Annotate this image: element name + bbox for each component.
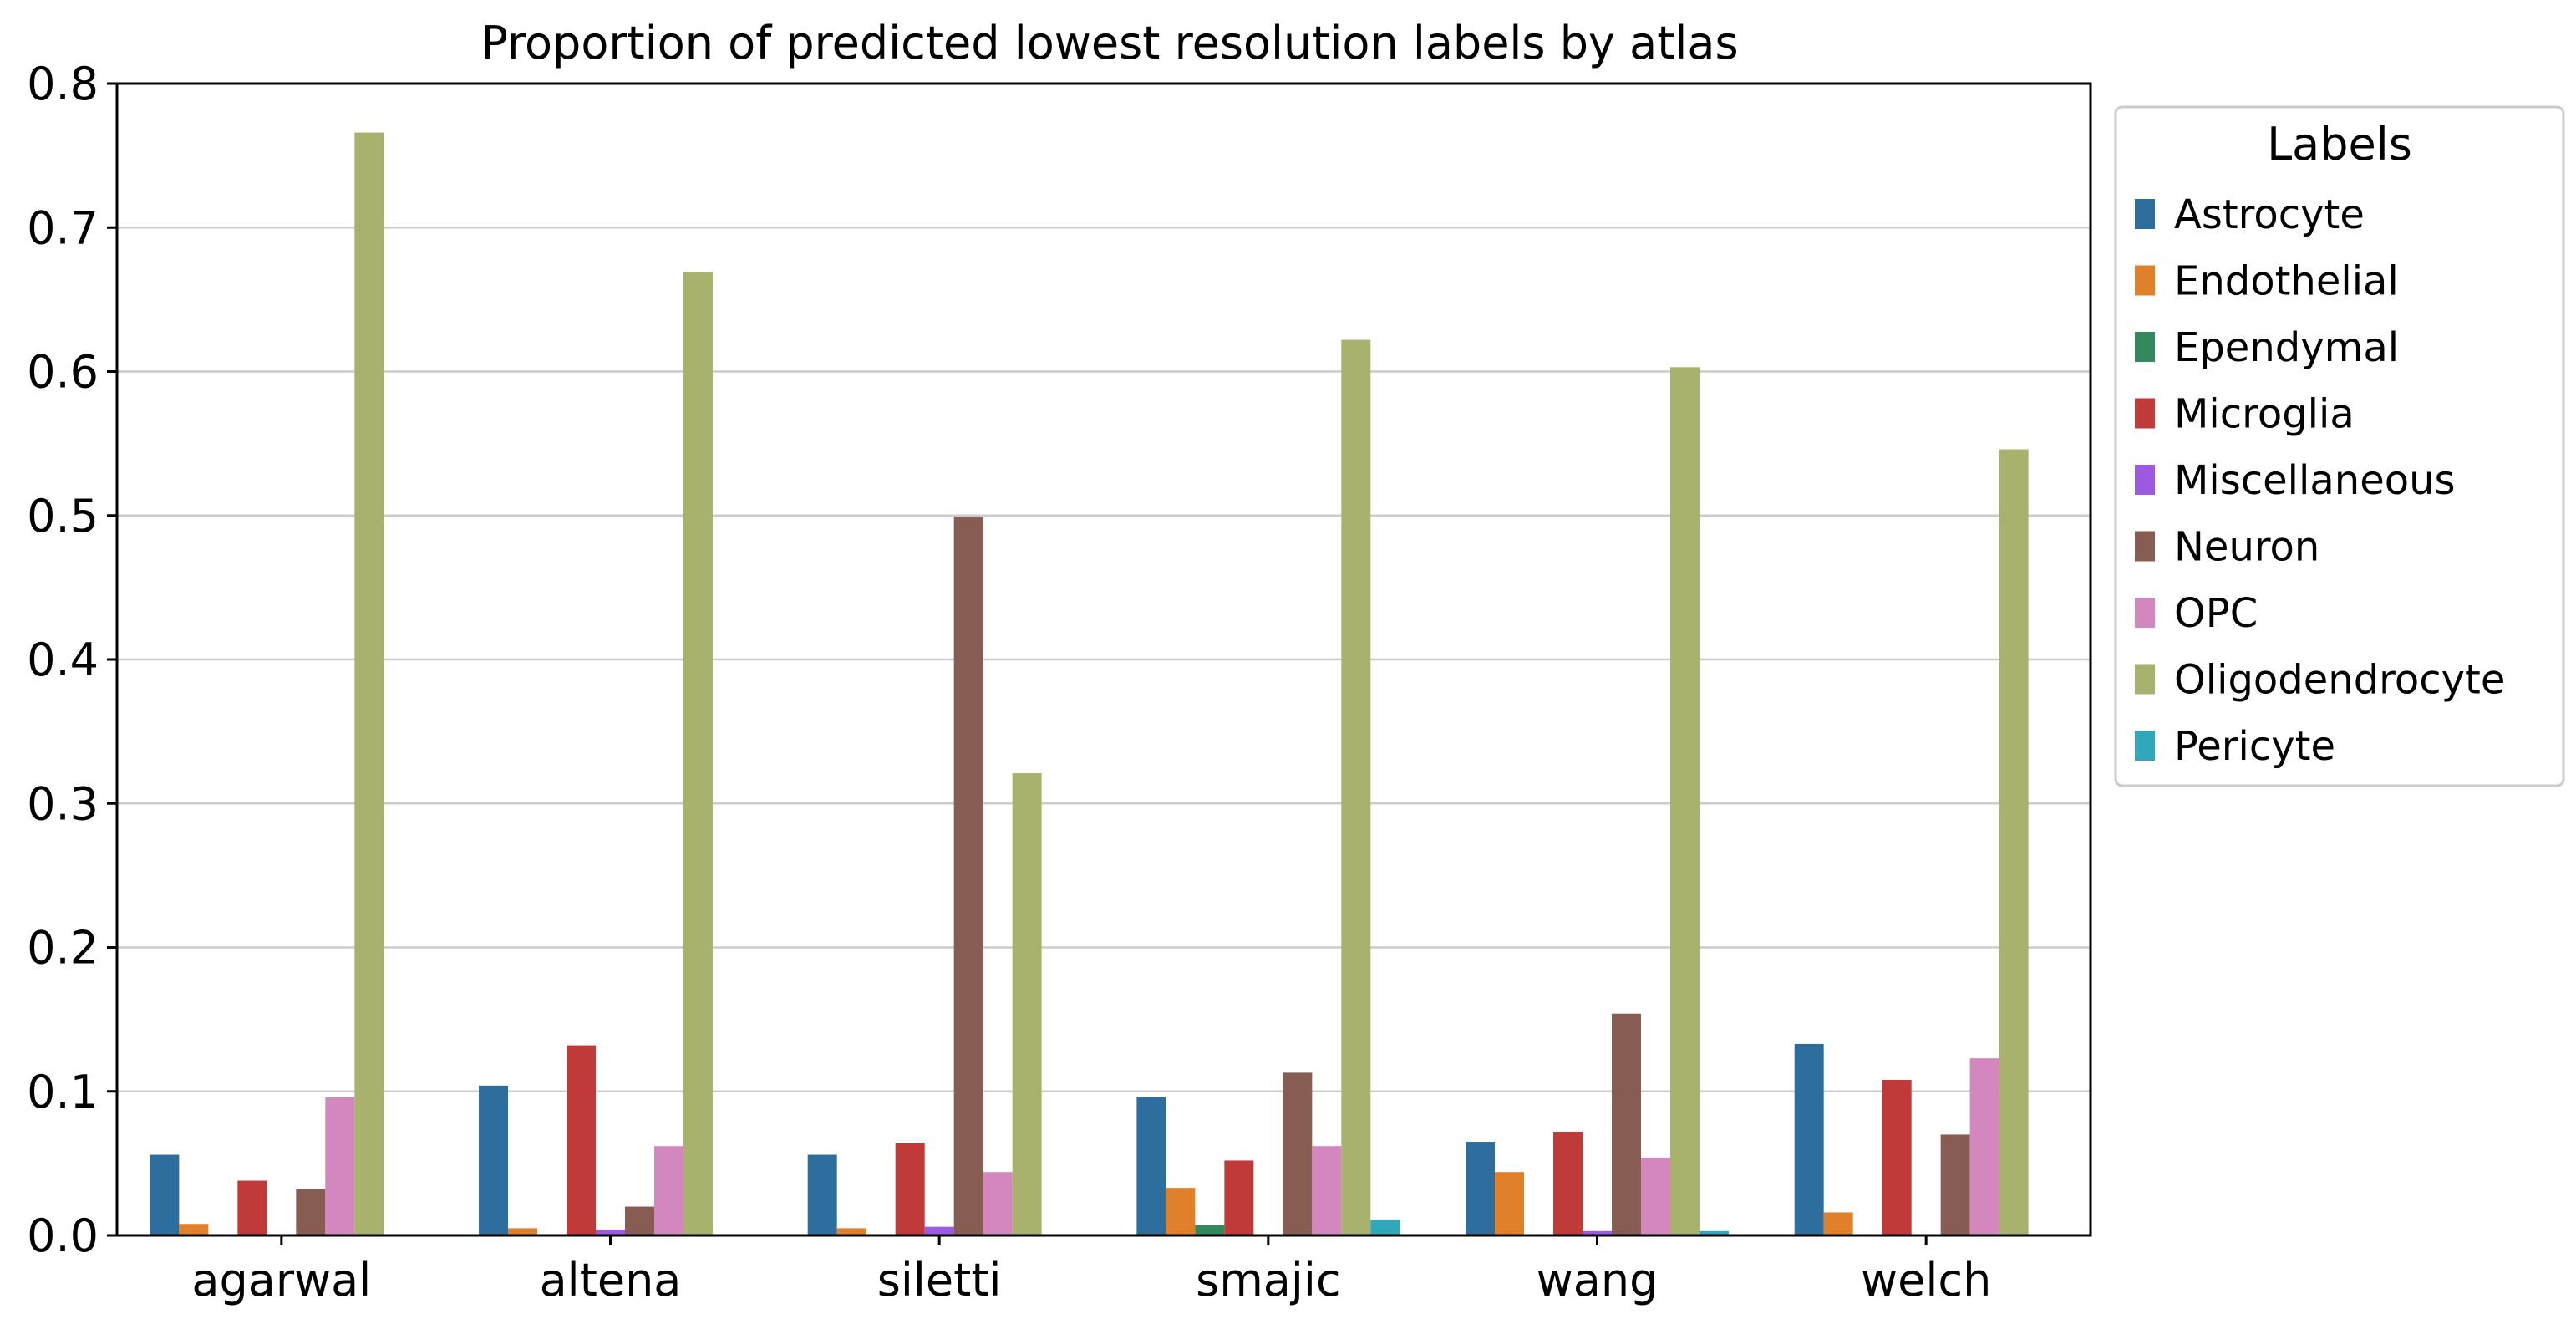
- bar: [1466, 1142, 1496, 1235]
- legend-swatch: [2135, 531, 2155, 562]
- legend: Labels Astrocyte Endothelial Ependymal Micr…: [2114, 105, 2565, 787]
- bar: [1283, 1072, 1313, 1235]
- bar: [1195, 1225, 1225, 1235]
- bar: [953, 517, 983, 1235]
- legend-label: Oligodendrocyte: [2174, 657, 2505, 704]
- legend-swatch: [2135, 398, 2155, 429]
- y-tick-label: 0.0: [27, 1209, 99, 1262]
- y-tick-label: 0.2: [27, 922, 99, 975]
- bar: [807, 1154, 837, 1235]
- bar: [924, 1226, 954, 1235]
- legend-label: Endothelial: [2174, 258, 2399, 305]
- bar: [1224, 1160, 1254, 1235]
- legend-label: Microglia: [2174, 391, 2355, 438]
- legend-swatch: [2135, 465, 2155, 495]
- legend-label: OPC: [2174, 590, 2258, 637]
- bar: [1553, 1131, 1583, 1235]
- legend-swatch: [2135, 664, 2155, 695]
- legend-title: Labels: [2267, 118, 2412, 171]
- bar: [895, 1143, 925, 1235]
- bar: [624, 1206, 654, 1235]
- bar: [1640, 1157, 1670, 1235]
- legend-swatch: [2135, 731, 2155, 761]
- bar: [1012, 773, 1042, 1235]
- legend-label: Ependymal: [2174, 324, 2399, 371]
- y-tick-label: 0.1: [27, 1066, 99, 1118]
- bar: [479, 1085, 509, 1235]
- y-tick-label: 0.4: [27, 634, 99, 686]
- bar: [1699, 1230, 1729, 1235]
- y-tick-label: 0.6: [27, 346, 99, 399]
- bar: [596, 1230, 625, 1235]
- bar: [1611, 1013, 1641, 1235]
- x-tick-label: welch: [1861, 1254, 1991, 1306]
- legend-swatch: [2135, 199, 2155, 229]
- bar: [1794, 1043, 1824, 1235]
- bar: [567, 1045, 597, 1235]
- bar: [179, 1224, 209, 1235]
- bar: [1166, 1188, 1196, 1235]
- x-tick-label: altena: [540, 1254, 682, 1306]
- bar: [1341, 339, 1371, 1236]
- y-tick-label: 0.8: [27, 58, 99, 110]
- legend-label: Astrocyte: [2174, 191, 2365, 238]
- bar: [1312, 1146, 1342, 1235]
- bar: [237, 1180, 267, 1235]
- y-tick-label: 0.5: [27, 490, 99, 542]
- legend-label: Miscellaneous: [2174, 457, 2456, 504]
- bar: [653, 1146, 683, 1235]
- bar: [1370, 1220, 1400, 1235]
- bar: [296, 1189, 326, 1235]
- bar: [1999, 449, 2029, 1235]
- x-tick-label: siletti: [877, 1254, 1002, 1306]
- bar: [1882, 1079, 1912, 1235]
- bar: [1583, 1230, 1612, 1235]
- bar: [1136, 1097, 1166, 1235]
- bar: [354, 132, 384, 1236]
- bar: [1495, 1172, 1525, 1235]
- x-tick-label: wang: [1537, 1254, 1659, 1306]
- bar: [1969, 1058, 1999, 1235]
- bars: [150, 132, 2029, 1236]
- grid-lines: [117, 227, 2091, 1092]
- legend-swatch: [2135, 332, 2155, 362]
- bar: [1940, 1134, 1970, 1235]
- x-tick-label: agarwal: [191, 1254, 371, 1306]
- legend-swatch: [2135, 265, 2155, 296]
- bar: [150, 1154, 180, 1235]
- x-axis: agarwal altena siletti smajic wang welch: [191, 1235, 1991, 1306]
- bar: [508, 1228, 538, 1235]
- y-tick-label: 0.7: [27, 201, 99, 254]
- bar: [1823, 1212, 1853, 1235]
- x-tick-label: smajic: [1196, 1254, 1341, 1306]
- y-axis: 0.0 0.1 0.2 0.3 0.4 0.5 0.6 0.7 0.8: [27, 58, 117, 1262]
- legend-label: Neuron: [2174, 524, 2319, 571]
- bar: [983, 1172, 1013, 1235]
- bar: [683, 272, 713, 1236]
- bar: [836, 1228, 866, 1235]
- bar: [1669, 367, 1700, 1235]
- bar: [325, 1097, 355, 1235]
- chart-title: Proportion of predicted lowest resolutio…: [480, 17, 1738, 69]
- y-tick-label: 0.3: [27, 777, 99, 830]
- legend-label: Pericyte: [2174, 723, 2335, 770]
- legend-swatch: [2135, 598, 2155, 628]
- legend-box: [2114, 105, 2565, 787]
